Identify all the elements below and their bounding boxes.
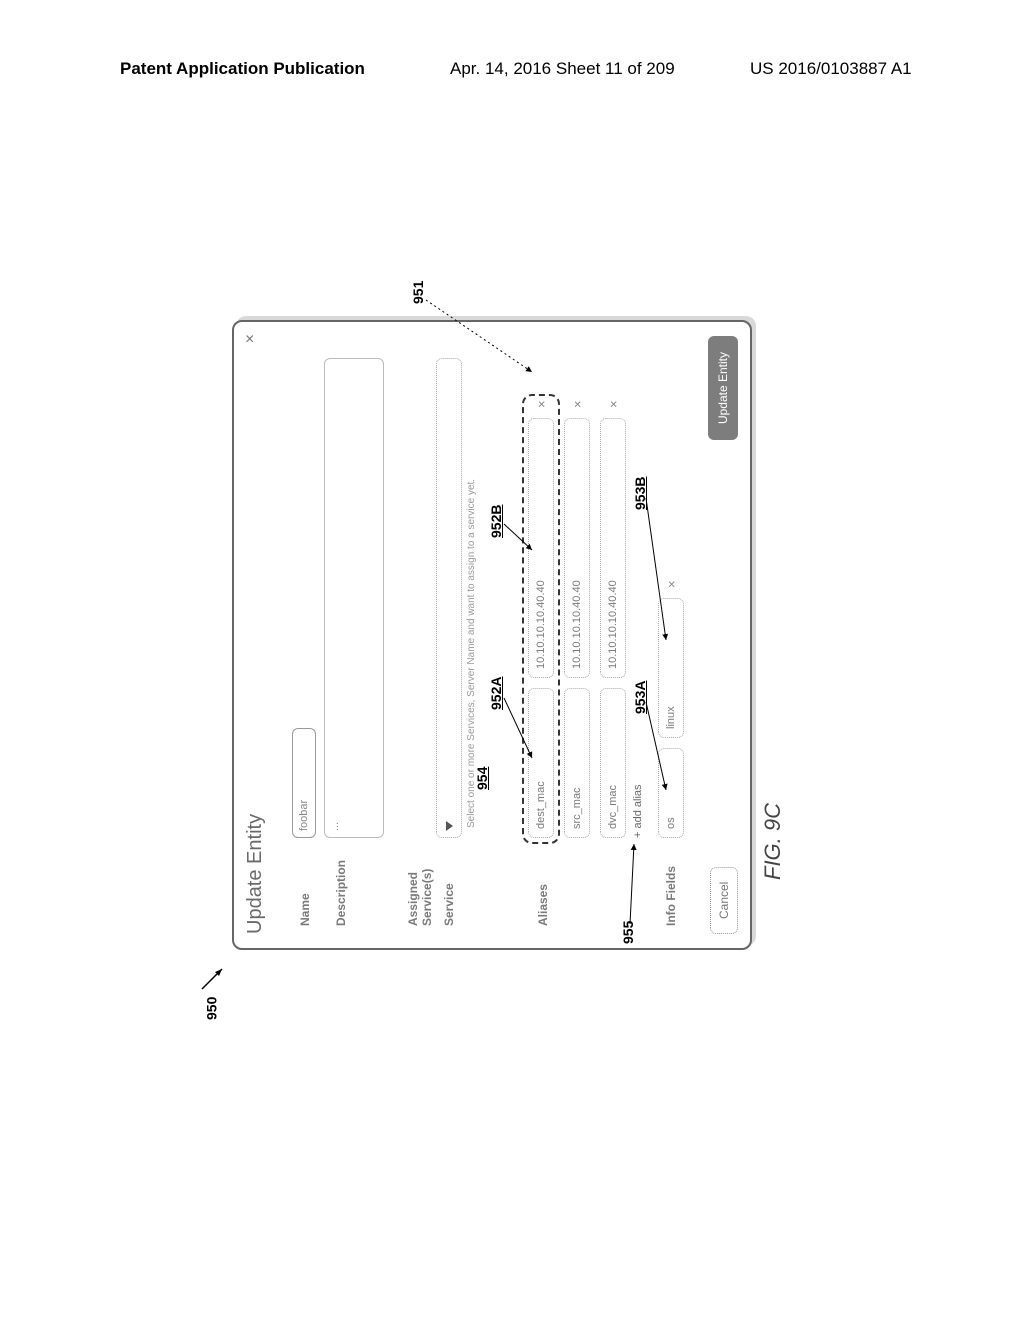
update-entity-dialog: Update Entity × Name Description Assigne… <box>232 320 752 950</box>
info-key-input[interactable]: os <box>658 748 684 838</box>
remove-row-icon[interactable]: × <box>664 580 679 588</box>
label-service: Service <box>442 883 456 926</box>
header-center: Apr. 14, 2016 Sheet 11 of 209 <box>450 59 675 79</box>
header-left: Patent Application Publication <box>120 59 365 79</box>
label-aliases: Aliases <box>536 884 550 926</box>
name-input[interactable]: foobar <box>292 728 316 838</box>
alias-key-input[interactable]: dvc_mac <box>600 688 626 838</box>
figure-caption: FIG. 9C <box>760 803 786 880</box>
ref-arrow-icon <box>198 963 228 993</box>
ref-950-label: 950 <box>204 997 220 1020</box>
chevron-down-icon <box>446 821 453 831</box>
alias-row: dest_mac 10.10.10.10.40.40 × <box>528 400 554 838</box>
cancel-button[interactable]: Cancel <box>710 867 738 934</box>
service-select[interactable] <box>436 358 462 838</box>
alias-row: dvc_mac 10.10.10.10.40.40 × <box>600 400 626 838</box>
label-name: Name <box>298 893 312 926</box>
alias-value-input[interactable]: 10.10.10.10.40.40 <box>528 418 554 678</box>
label-description: Description <box>334 860 348 926</box>
alias-value-input[interactable]: 10.10.10.10.40.40 <box>600 418 626 678</box>
ref-952a: 952A <box>488 677 504 710</box>
name-value: foobar <box>298 800 310 831</box>
header-right: US 2016/0103887 A1 <box>750 59 912 79</box>
update-entity-button[interactable]: Update Entity <box>708 336 738 440</box>
description-value: ... <box>329 822 341 831</box>
info-field-row: os linux × <box>658 580 684 838</box>
info-value-input[interactable]: linux <box>658 598 684 738</box>
remove-row-icon[interactable]: × <box>606 400 621 408</box>
ref-954: 954 <box>474 767 490 790</box>
ref-951: 951 <box>410 281 426 304</box>
dialog-title: Update Entity <box>244 814 267 934</box>
label-assigned: Assigned Service(s) <box>406 846 434 926</box>
alias-value-input[interactable]: 10.10.10.10.40.40 <box>564 418 590 678</box>
ref-955: 955 <box>620 921 636 944</box>
figure-stage: 950 Update Entity × Name Description Ass… <box>232 220 792 1020</box>
remove-row-icon[interactable]: × <box>570 400 585 408</box>
ref-950: 950 <box>198 963 228 1020</box>
description-input[interactable]: ... <box>324 358 384 838</box>
alias-key-input[interactable]: src_mac <box>564 688 590 838</box>
alias-row: src_mac 10.10.10.10.40.40 × <box>564 400 590 838</box>
add-alias-link[interactable]: + add alias <box>632 784 644 838</box>
close-icon[interactable]: × <box>242 334 260 343</box>
service-hint: Select one or more Services, Server Name… <box>466 358 477 828</box>
ref-953b: 953B <box>632 477 648 510</box>
label-info-fields: Info Fields <box>664 866 678 926</box>
alias-key-input[interactable]: dest_mac <box>528 688 554 838</box>
remove-row-icon[interactable]: × <box>534 400 549 408</box>
ref-953a: 953A <box>632 681 648 714</box>
ref-952b: 952B <box>488 505 504 538</box>
